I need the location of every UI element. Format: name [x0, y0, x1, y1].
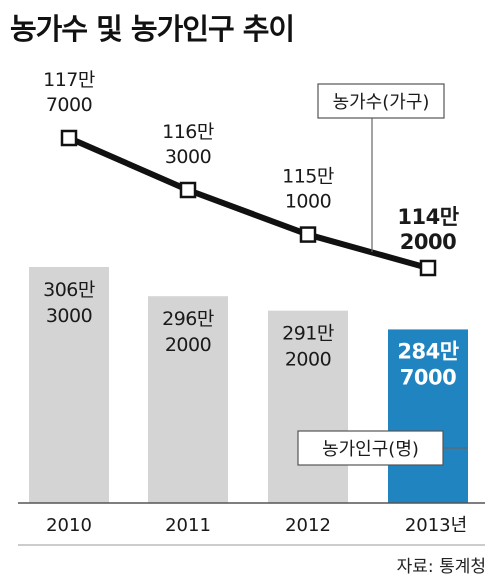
bar-value-label: 296만 [162, 308, 214, 330]
source-note: 자료: 통계청 [396, 557, 486, 577]
legend-box-households [317, 83, 445, 119]
bar-2011 [148, 296, 228, 503]
bar-value-label: 7000 [400, 365, 456, 389]
bar-2012 [268, 310, 348, 503]
line-value-label: 116만 [162, 121, 214, 143]
bar-2013년 [388, 329, 468, 503]
legend-label-households: 농가수(가구) [333, 92, 430, 113]
line-value-label: 7000 [46, 94, 92, 116]
line-value-label: 2000 [400, 230, 456, 254]
bar-2010 [29, 267, 109, 503]
line-layer [60, 129, 437, 277]
bars-layer [29, 267, 468, 503]
legend-label-population: 농가인구(명) [322, 439, 419, 460]
x-tick-label: 2012 [285, 515, 331, 536]
line-value-label: 114만 [397, 205, 458, 229]
line-marker-2010 [60, 129, 78, 147]
line-series-households [67, 135, 429, 271]
line-marker-2013년 [419, 259, 437, 277]
line-marker-2012 [299, 226, 317, 243]
x-tick-label: 2010 [46, 515, 92, 536]
bar-value-label: 2000 [285, 349, 331, 371]
chart-title: 농가수 및 농가인구 추이 [10, 12, 295, 46]
line-value-label: 115만 [282, 166, 334, 188]
x-tick-label: 2011 [165, 515, 211, 536]
bar-value-label: 284만 [397, 339, 458, 363]
tick-labels-layer: 2010 2011 2012 2013년 [18, 515, 485, 546]
line-value-label: 1000 [285, 191, 331, 213]
line-marker-2011 [179, 181, 197, 199]
bar-value-label: 2000 [165, 334, 211, 356]
line-value-label: 117만 [43, 69, 95, 91]
legend-layer: 농가수(가구) 농가인구(명) [297, 83, 468, 466]
legend-box-population [297, 430, 444, 466]
x-tick-label: 2013년 [405, 515, 467, 536]
bar-value-label: 3000 [46, 305, 92, 327]
bar-value-label: 291만 [282, 323, 334, 345]
line-value-label: 3000 [165, 146, 211, 168]
bar-value-label: 306만 [43, 279, 95, 301]
